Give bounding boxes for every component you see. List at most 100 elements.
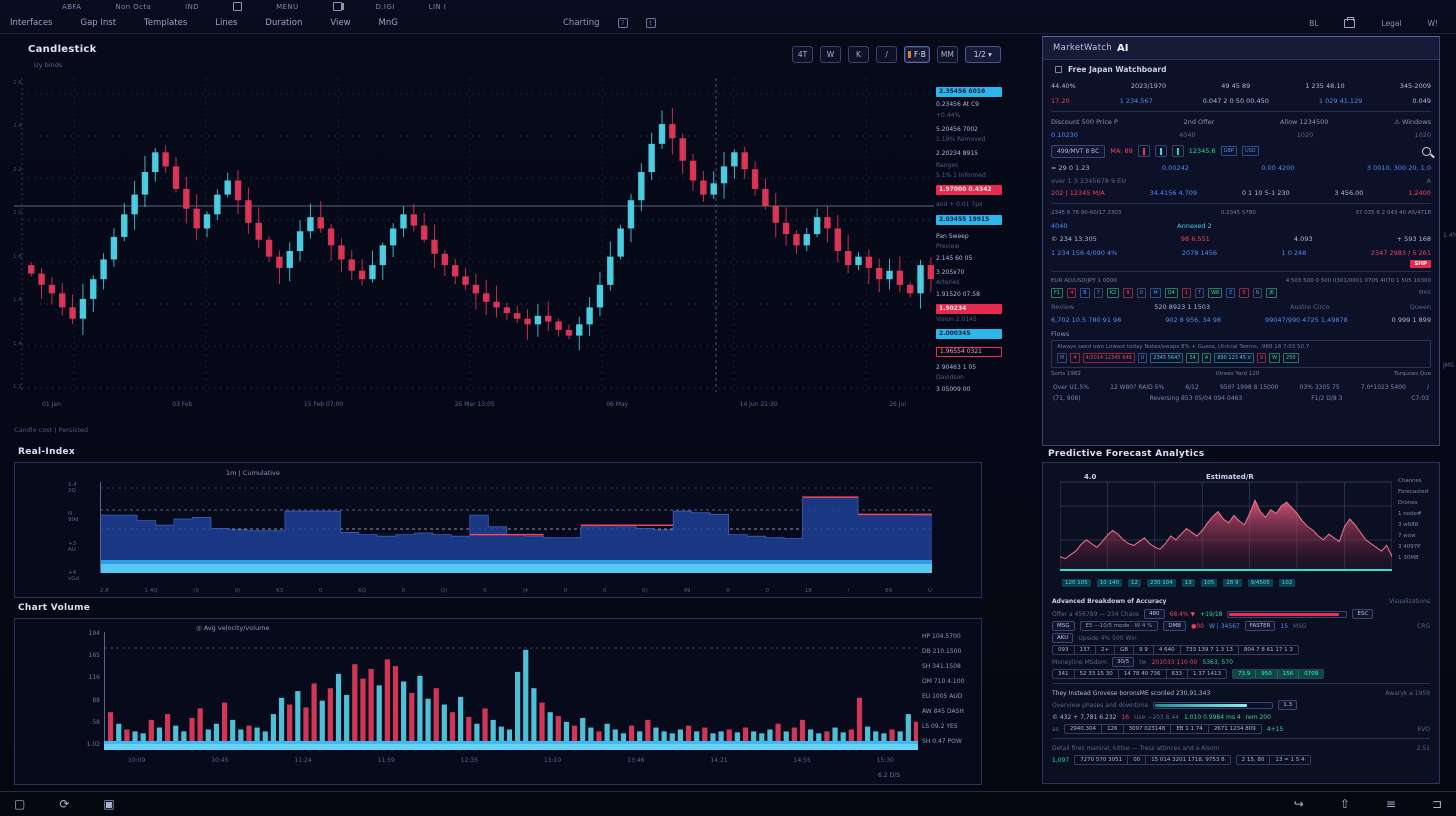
table-row: over 1 3 2345678 9 EU A — [1051, 175, 1431, 186]
cell-value: 1020 — [1414, 130, 1431, 139]
menu-item-abfa[interactable]: ABFA — [62, 2, 82, 11]
menu-item-templates[interactable]: Templates — [144, 18, 188, 28]
badge-chip[interactable]: DMB — [1163, 621, 1187, 631]
segmented-values[interactable]: 2940,304 126 3097 023148 EB 1 1 74 2671 1234… — [1063, 724, 1262, 734]
alert-badge[interactable]: SHP — [1410, 260, 1431, 268]
realtime-area-chart[interactable] — [100, 472, 932, 584]
mini-flag-chip[interactable]: M — [1150, 288, 1161, 298]
image-icon[interactable]: ▣ — [103, 797, 115, 811]
badge-chip[interactable]: 480 — [1144, 609, 1165, 619]
share-icon[interactable]: ↪ — [1293, 797, 1304, 811]
list-icon[interactable]: ≡ — [1385, 797, 1396, 811]
window-icon[interactable]: 7 — [617, 18, 628, 28]
menu-item-menu[interactable]: MENU — [276, 2, 299, 11]
forecast-row: Overview phases and downtime 1.3 — [1052, 699, 1430, 711]
flag-chip[interactable]: GBP — [1220, 146, 1237, 156]
chart-tool-button[interactable]: K — [848, 46, 869, 63]
menu-item-mng[interactable]: MnG — [378, 18, 398, 28]
printer-icon[interactable] — [1344, 16, 1356, 28]
topbar-right-item[interactable]: W! — [1427, 18, 1438, 28]
search-icon[interactable] — [1422, 146, 1431, 156]
flow-chip[interactable]: W — [1269, 353, 1281, 363]
x-tick-label: 14:21 — [710, 757, 728, 764]
mini-flag-chip[interactable]: B — [1080, 288, 1090, 298]
chart-tool-button[interactable]: / — [876, 46, 897, 63]
chart-tool-button[interactable]: MM — [936, 46, 958, 63]
flow-chip[interactable]: 250 — [1283, 353, 1299, 363]
menu-item-lines[interactable]: Lines — [215, 18, 238, 28]
candle-icon[interactable] — [1154, 145, 1167, 157]
chart-tool-button[interactable]: F·B — [904, 46, 930, 63]
badge-chip[interactable]: ESC — [1352, 609, 1374, 619]
price-alert-chip[interactable]: 2.03455 19915 — [936, 215, 1002, 225]
mini-flag-chip[interactable]: N — [1252, 288, 1263, 298]
flow-chip[interactable]: 890 123 45 V — [1214, 353, 1254, 363]
flow-chip[interactable]: 9 — [1256, 353, 1267, 363]
chart-tool-button[interactable]: 4T — [792, 46, 813, 63]
flow-chip[interactable]: 4/2014 12345 649 — [1082, 353, 1135, 363]
topbar-right-item[interactable]: Legal — [1381, 18, 1402, 28]
mini-flag-chip[interactable]: F1 — [1051, 288, 1064, 298]
refresh-icon[interactable]: ⟳ — [59, 797, 70, 811]
mini-flag-chip[interactable]: 1 — [1181, 288, 1192, 298]
price-alert-chip[interactable]: 1.90234 — [936, 304, 1002, 314]
grid-icon[interactable]: t — [645, 18, 656, 28]
forecast-area-chart[interactable] — [1059, 478, 1393, 576]
segmented-values[interactable]: 2 15, 80 13 = 1 5 4 — [1235, 755, 1311, 765]
flag-chip[interactable]: USD — [1241, 146, 1259, 156]
segmented-values[interactable]: 7270 570 3051 00 15 014 3201 1718, 9753 8 — [1074, 755, 1231, 765]
menu-item-view[interactable]: View — [330, 18, 351, 28]
candlestick-chart[interactable] — [14, 70, 935, 400]
topbar-right-item[interactable]: BL — [1309, 18, 1319, 28]
mini-flag-chip[interactable]: K2 — [1106, 288, 1120, 298]
flow-chip[interactable]: 54 — [1186, 353, 1199, 363]
mini-flag-chip[interactable]: 4 — [1067, 288, 1077, 298]
flow-chip[interactable]: U — [1137, 353, 1148, 363]
y-tick-label: 58 — [92, 718, 100, 726]
segmented-values[interactable]: 73.9 950 156 0709 — [1232, 669, 1325, 679]
mini-flag-chip[interactable]: T — [1195, 288, 1205, 298]
menu-item-gap-inst[interactable]: Gap Inst — [80, 18, 117, 28]
bookmark-icon[interactable]: ▢ — [14, 797, 26, 811]
price-alert-chip[interactable]: 2.000345 — [936, 329, 1002, 339]
badge-chip[interactable]: 30/5 — [1111, 657, 1135, 667]
chart-tool-button[interactable]: W — [820, 46, 841, 63]
chart-tool-button[interactable]: 1/2 ▾ — [964, 46, 1001, 63]
menu-item-non-octa[interactable]: Non Octa — [115, 2, 152, 11]
flag-icon[interactable]: ⊐ — [1431, 797, 1442, 811]
upload-icon[interactable]: ⇧ — [1339, 797, 1350, 811]
mini-flag-chip[interactable]: 5 — [1239, 288, 1249, 298]
mini-flag-chip[interactable]: E — [1226, 288, 1236, 298]
mini-flag-chip[interactable]: 7 — [1093, 288, 1103, 298]
mini-flag-chip[interactable]: J6 — [1266, 288, 1277, 298]
price-alert-chip[interactable]: 2.35456 6016 — [936, 87, 1002, 97]
menu-item-lin-i[interactable]: LIN I — [428, 2, 447, 11]
mini-flag-chip[interactable]: W8 — [1208, 288, 1223, 298]
volume-bar-chart[interactable] — [104, 628, 920, 750]
inline-input[interactable]: E5 —10/5 mode · W 4 % — [1079, 621, 1159, 631]
candle-icon[interactable] — [1137, 145, 1150, 157]
menu-item-duration[interactable]: Duration — [265, 18, 303, 28]
flow-chip[interactable]: 2345 5647 — [1150, 353, 1184, 363]
flow-chip[interactable]: A — [1201, 353, 1212, 363]
cell-value: rem 200 — [1245, 713, 1271, 721]
menu-item-interfaces[interactable]: Interfaces — [10, 18, 53, 28]
flow-chip[interactable]: 4 — [1070, 353, 1080, 363]
menu-item-ind[interactable]: IND — [185, 2, 200, 11]
mini-flag-chip[interactable]: 9 — [1123, 288, 1133, 298]
menu-item-charting[interactable]: Charting — [563, 18, 600, 28]
flow-chip[interactable]: M — [1057, 353, 1068, 363]
price-alert-chip[interactable]: 1.97000 0.4342 — [936, 185, 1002, 195]
candle-icon[interactable] — [1171, 145, 1184, 157]
badge-chip[interactable]: 1.3 — [1278, 700, 1297, 710]
mini-flag-chip[interactable]: Q4 — [1164, 288, 1178, 298]
badge-chip[interactable]: FASTER — [1244, 621, 1276, 631]
mini-flag-chip[interactable]: D — [1136, 288, 1147, 298]
forecast-row: MSG E5 —10/5 mode · W 4 % DMB ●00 W | 34567 F… — [1052, 620, 1430, 632]
menu-item-d-igi[interactable]: D.IGI — [375, 2, 395, 11]
symbol-input[interactable]: 499/MVT 8 BC — [1051, 144, 1106, 158]
badge-chip[interactable]: AKU — [1052, 633, 1074, 643]
segmented-values[interactable]: 341 52 33 15 30 14 78 40 736 633 1 37 1413 — [1052, 669, 1227, 679]
badge-chip[interactable]: MSG — [1052, 621, 1075, 631]
